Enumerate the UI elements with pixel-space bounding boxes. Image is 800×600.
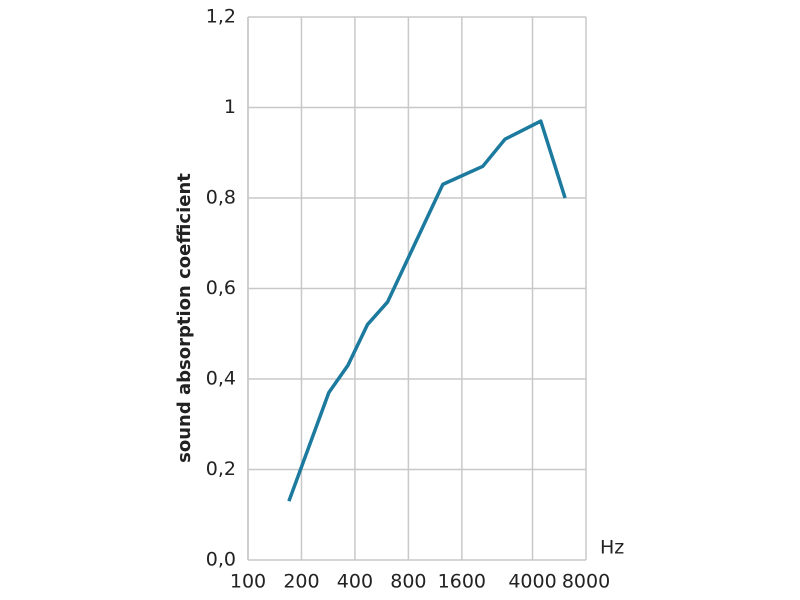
x-tick-label: 400 [337,571,373,593]
y-tick-label: 0,0 [206,549,236,571]
y-tick-label: 1 [224,96,236,118]
x-tick-label: 8000 [562,571,610,593]
y-tick-label: 0,4 [206,368,236,390]
x-tick-label: 4000 [508,571,556,593]
x-tick-label: 1600 [438,571,486,593]
x-tick-label: 100 [230,571,266,593]
x-unit-label: Hz [600,537,624,559]
y-axis-label: sound absorption coefficient [174,173,195,463]
y-tick-label: 1,2 [206,6,236,28]
x-tick-label: 800 [390,571,426,593]
y-tick-label: 0,6 [206,277,236,299]
x-tick-label: 200 [283,571,319,593]
y-tick-label: 0,2 [206,458,236,480]
data-line [287,119,567,502]
y-tick-label: 0,8 [206,187,236,209]
